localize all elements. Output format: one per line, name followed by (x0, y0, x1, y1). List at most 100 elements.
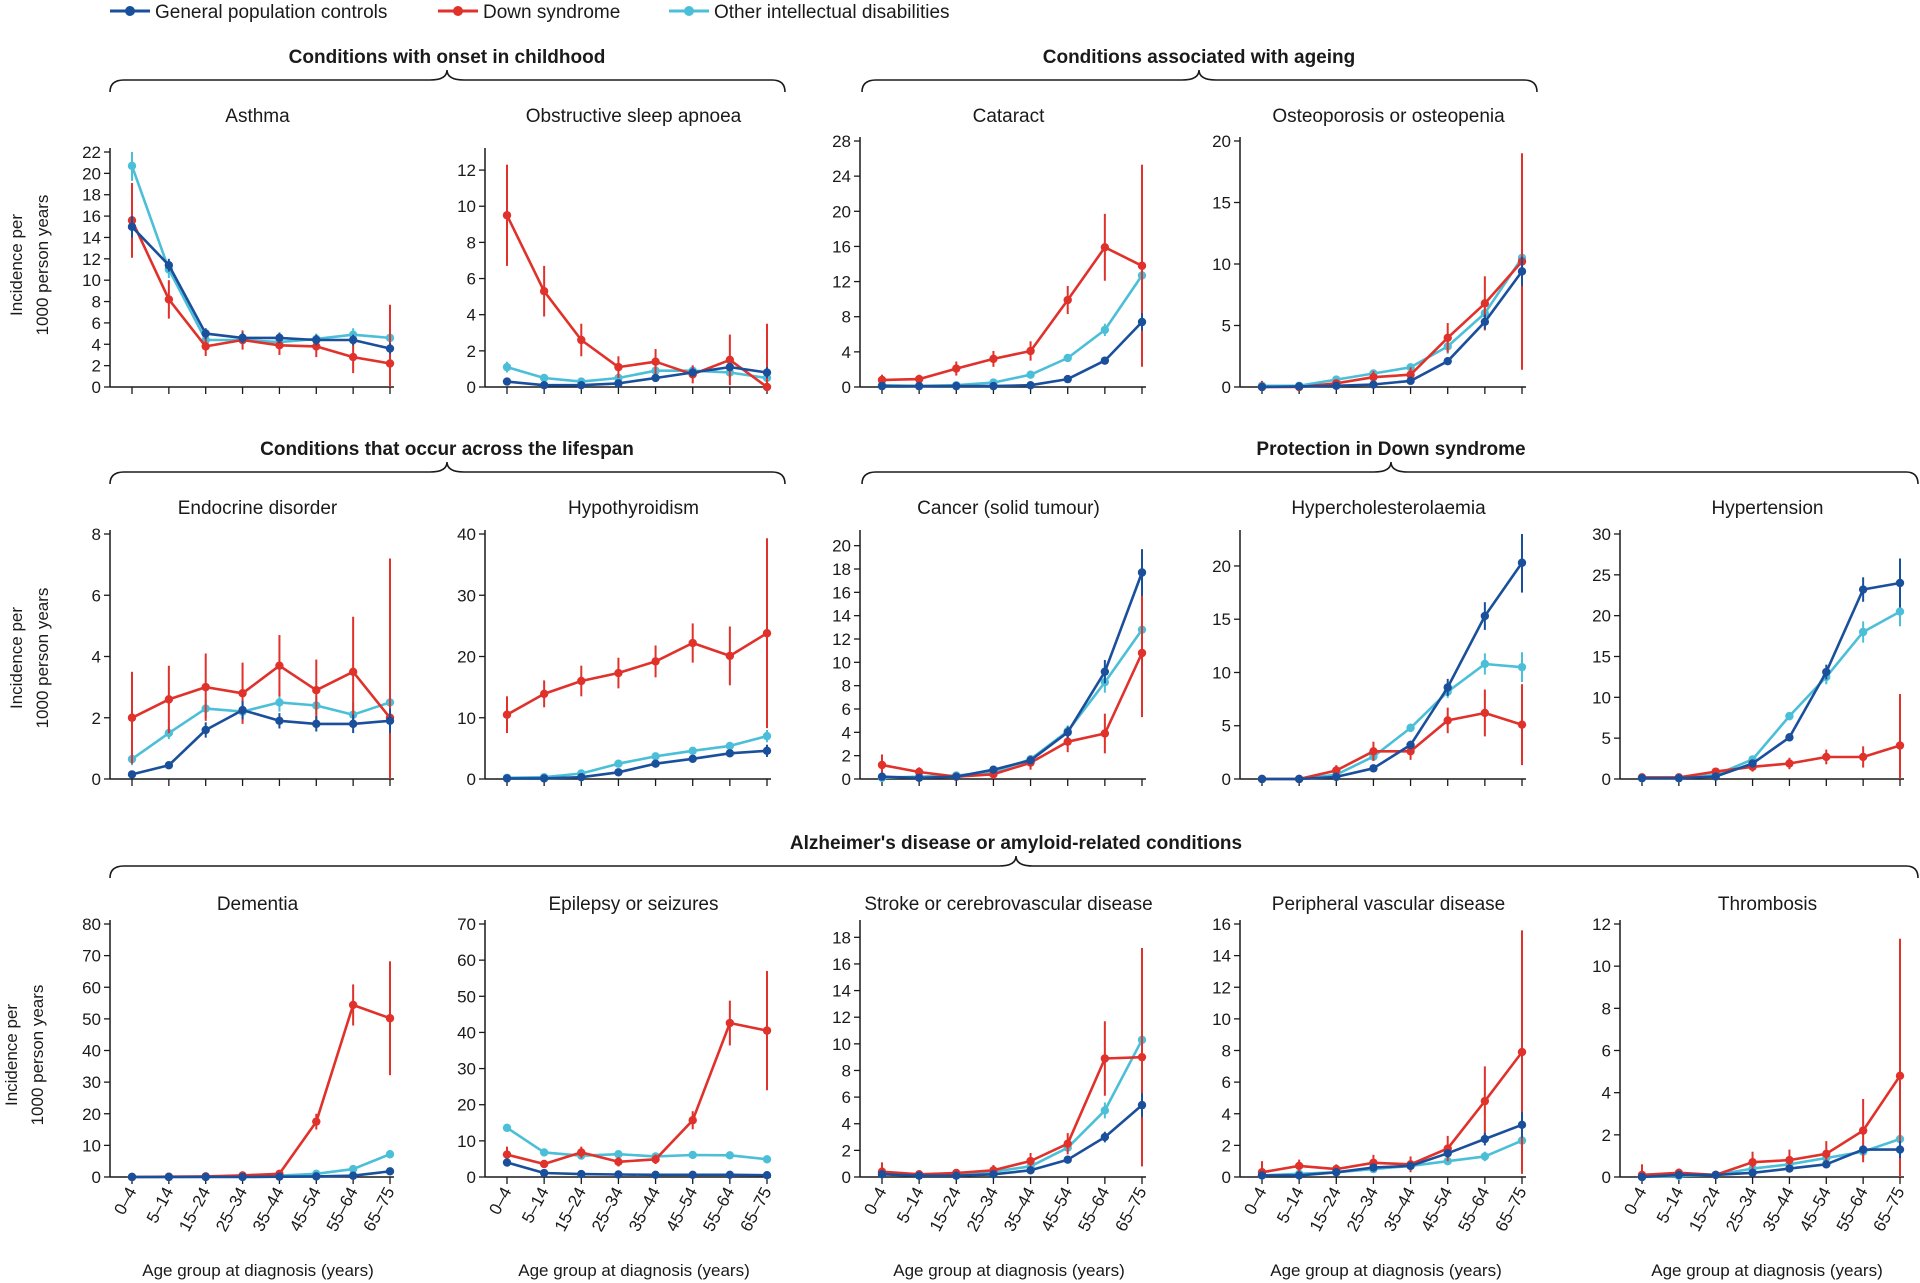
x-tick-label: 65–75 (1492, 1184, 1531, 1235)
x-tick-label: 45–54 (1796, 1184, 1835, 1235)
x-tick-label: 25–34 (212, 1184, 251, 1235)
data-point (502, 1123, 512, 1133)
x-tick-label: 35–44 (249, 1184, 288, 1235)
y-tick-label: 80 (82, 915, 101, 934)
series-general-population-controls (127, 216, 395, 354)
series-line (881, 246, 1143, 382)
y-tick-label: 2 (842, 1141, 851, 1160)
data-point (1332, 1168, 1341, 1177)
y-tick-label: 50 (82, 1010, 101, 1029)
y-tick-label: 12 (1212, 978, 1231, 997)
data-point (651, 373, 660, 383)
y-tick-label: 0 (467, 378, 476, 397)
data-point (1137, 648, 1147, 658)
data-point (725, 355, 735, 365)
x-tick-label: 0–4 (485, 1184, 515, 1218)
data-point (1895, 607, 1905, 616)
x-tick-label: 0–4 (1620, 1184, 1650, 1218)
data-point (725, 651, 735, 661)
data-point (1100, 356, 1110, 365)
data-point (1406, 723, 1415, 733)
series-line (131, 225, 391, 350)
y-axis-title-line2: 1000 person years (33, 588, 52, 729)
y-tick-label: 25 (1592, 566, 1611, 585)
y-tick-label: 2 (467, 342, 476, 361)
data-point (688, 754, 697, 763)
data-point (1858, 1145, 1868, 1154)
series-line (506, 1021, 768, 1166)
data-point (385, 344, 395, 353)
data-point (651, 1155, 660, 1164)
x-tick-label: 5–14 (143, 1184, 178, 1226)
data-point (1517, 1047, 1527, 1057)
series-general-population-controls (1257, 256, 1527, 392)
data-point (952, 364, 961, 373)
y-tick-label: 0 (467, 770, 476, 789)
data-point (762, 368, 772, 377)
y-tick-label: 0 (92, 770, 101, 789)
data-point (914, 773, 924, 783)
y-tick-label: 40 (82, 1042, 101, 1061)
data-point (312, 685, 321, 695)
data-point (1026, 381, 1035, 390)
data-point (762, 746, 772, 756)
data-point (539, 1159, 549, 1169)
data-point (385, 716, 395, 726)
series-line (506, 734, 768, 780)
y-tick-label: 10 (1212, 1010, 1231, 1029)
series-down-syndrome (1257, 684, 1527, 784)
panel-thrombosis: Thrombosis 0 2 4 6 8 10 12 0–4 5–1415–2425–3435–4… (1592, 894, 1908, 1235)
data-point (1480, 299, 1490, 308)
data-point (348, 1164, 358, 1174)
panel-asthma: Asthma 0 2 4 6 8 10 12 14 16 18 20 22 (82, 106, 395, 397)
data-point (201, 329, 210, 338)
data-point (614, 362, 623, 372)
y-tick-label: 4 (92, 648, 101, 667)
data-point (577, 335, 586, 345)
y-axis-title-line2: 1000 person years (28, 985, 47, 1126)
data-point (1369, 1163, 1378, 1172)
series-line (507, 749, 768, 780)
data-point (539, 1168, 549, 1178)
y-tick-label: 12 (457, 161, 476, 180)
data-point (312, 719, 321, 729)
y-tick-label: 10 (457, 197, 476, 216)
data-point (1822, 1160, 1831, 1169)
data-point (1063, 353, 1072, 363)
data-point (1026, 346, 1035, 356)
y-tick-label: 22 (82, 143, 101, 162)
data-point (312, 342, 321, 351)
data-point (877, 375, 887, 385)
series-general-population-controls (502, 362, 772, 390)
x-tick-label: 0–4 (1240, 1184, 1270, 1218)
series-down-syndrome (502, 970, 772, 1169)
y-tick-label: 16 (832, 237, 851, 256)
data-point (1748, 1158, 1757, 1167)
data-point (651, 759, 660, 768)
y-tick-label: 0 (92, 378, 101, 397)
panel-cancer: Cancer (solid tumour) 0 2 4 6 8 10 12 14 16 18 20 (832, 498, 1147, 789)
data-point (1517, 558, 1527, 567)
data-point (1517, 1120, 1527, 1130)
y-tick-label: 4 (842, 343, 851, 362)
data-point (614, 379, 623, 388)
data-point (1063, 1139, 1072, 1148)
series-other-intellectual-disabilities (877, 1022, 1147, 1179)
x-tick-label: 45–54 (662, 1184, 701, 1235)
y-tick-label: 10 (832, 653, 851, 672)
panel-hypertension: Hypertension 0 5 10 15 20 25 30 (1592, 498, 1905, 789)
y-tick-label: 6 (842, 700, 851, 719)
x-tick-label: 35–44 (1380, 1184, 1419, 1235)
data-point (1517, 662, 1527, 672)
data-point (275, 341, 284, 350)
panel-title: Cataract (973, 106, 1046, 127)
legend-label-general-population: General population controls (155, 2, 387, 23)
data-point (1785, 1164, 1794, 1173)
panel-title: Cancer (solid tumour) (917, 498, 1100, 519)
data-point (1100, 667, 1110, 676)
series-other-intellectual-disabilities (127, 152, 395, 348)
y-tick-label: 5 (1602, 729, 1611, 748)
data-point (201, 1172, 210, 1182)
y-tick-label: 30 (1592, 525, 1611, 544)
data-point (201, 342, 210, 351)
